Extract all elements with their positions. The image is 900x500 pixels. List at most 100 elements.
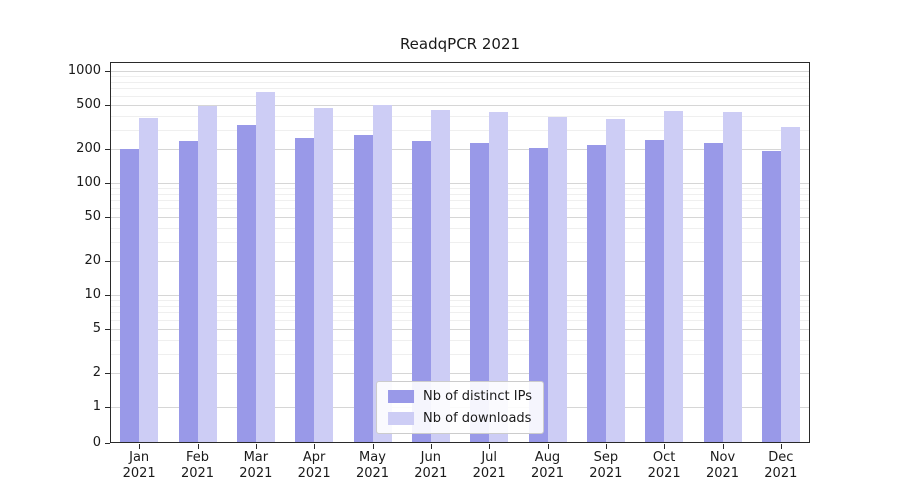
bar-distinct-ips-jun [411,141,431,443]
minor-gridline [110,339,810,341]
bar-downloads-dec [780,126,800,443]
bar-distinct-ips-mar [236,124,256,443]
legend: Nb of distinct IPs Nb of downloads [376,381,544,434]
y-tick-label: 100 [76,175,101,190]
legend-swatch-distinct-ips [388,390,415,403]
y-tick-label: 1 [92,399,101,414]
minor-gridline [110,312,810,314]
minor-gridline [110,319,810,321]
major-gridline [110,216,810,218]
minor-gridline [110,115,810,117]
x-tick-mark [314,444,316,449]
x-tick-mark [372,444,374,449]
x-tick-label: Mar 2021 [239,450,273,481]
minor-gridline [110,305,810,307]
minor-gridline [110,353,810,355]
bar-downloads-may [372,105,392,443]
y-tick-mark [105,104,110,106]
minor-gridline [110,81,810,83]
y-tick-label: 2 [92,365,101,381]
bar-downloads-nov [722,111,742,443]
minor-gridline [110,95,810,97]
y-tick-label: 20 [84,253,101,269]
y-tick-label: 500 [76,96,101,112]
legend-label-downloads: Nb of downloads [423,411,532,426]
legend-label-distinct-ips: Nb of distinct IPs [423,389,532,404]
bar-distinct-ips-nov [703,142,723,443]
x-tick-mark [780,444,782,449]
bar-downloads-sep [605,118,625,443]
y-tick-mark [105,149,110,151]
minor-gridline [110,227,810,229]
y-tick-label: 50 [84,208,101,224]
major-gridline [110,183,810,184]
y-tick-label: 5 [92,320,101,336]
x-tick-label: Sep 2021 [589,450,623,481]
y-tick-mark [105,183,110,184]
major-gridline [110,295,810,296]
x-tick-label: Apr 2021 [297,450,331,481]
minor-gridline [110,129,810,131]
legend-swatch-downloads [388,412,415,425]
major-gridline [110,104,810,106]
bar-distinct-ips-oct [645,140,665,443]
bar-distinct-ips-sep [586,145,606,443]
major-gridline [110,373,810,375]
y-tick-mark [105,443,110,444]
major-gridline [110,149,810,151]
x-tick-label: Jun 2021 [414,450,448,481]
bar-distinct-ips-apr [295,138,315,443]
plot-area: Nb of distinct IPs Nb of downloads [110,62,810,443]
bar-downloads-jan [139,117,159,443]
bar-distinct-ips-feb [178,141,198,443]
bar-downloads-apr [314,107,334,443]
bar-downloads-mar [255,92,275,443]
minor-gridline [110,241,810,243]
y-tick-mark [105,216,110,218]
minor-gridline [110,88,810,90]
bar-downloads-aug [547,116,567,443]
legend-item-distinct-ips: Nb of distinct IPs [388,389,532,404]
major-gridline [110,328,810,330]
x-tick-label: Oct 2021 [647,450,681,481]
x-tick-mark [139,444,141,449]
y-tick-mark [105,261,110,263]
x-tick-label: May 2021 [355,450,390,481]
minor-gridline [110,300,810,302]
x-tick-label: Jul 2021 [472,450,506,481]
minor-gridline [110,207,810,209]
minor-gridline [110,193,810,195]
y-tick-mark [105,373,110,375]
x-tick-label: Feb 2021 [180,450,215,481]
x-tick-mark [430,444,432,449]
x-tick-mark [722,444,724,449]
y-tick-label: 1000 [67,63,101,78]
y-tick-mark [105,407,110,408]
x-tick-mark [664,444,666,449]
y-tick-label: 0 [92,435,101,450]
bar-downloads-jul [489,111,509,443]
x-tick-label: Nov 2021 [705,450,740,481]
y-tick-label: 10 [84,287,101,302]
y-tick-label: 200 [76,141,101,157]
major-gridline [110,261,810,263]
bar-distinct-ips-jan [120,149,140,443]
y-tick-mark [105,71,110,72]
minor-gridline [110,188,810,190]
x-tick-label: Aug 2021 [530,450,565,481]
x-tick-mark [255,444,257,449]
x-tick-mark [197,444,199,449]
x-tick-mark [547,444,549,449]
bar-downloads-oct [664,110,684,443]
y-tick-mark [105,295,110,296]
bar-distinct-ips-may [353,135,373,443]
x-tick-label: Jan 2021 [122,450,156,481]
minor-gridline [110,76,810,78]
y-tick-mark [105,328,110,330]
bar-downloads-feb [197,105,217,443]
bar-distinct-ips-aug [528,147,548,443]
minor-gridline [110,200,810,202]
bar-distinct-ips-dec [761,150,781,443]
x-tick-mark [489,444,491,449]
